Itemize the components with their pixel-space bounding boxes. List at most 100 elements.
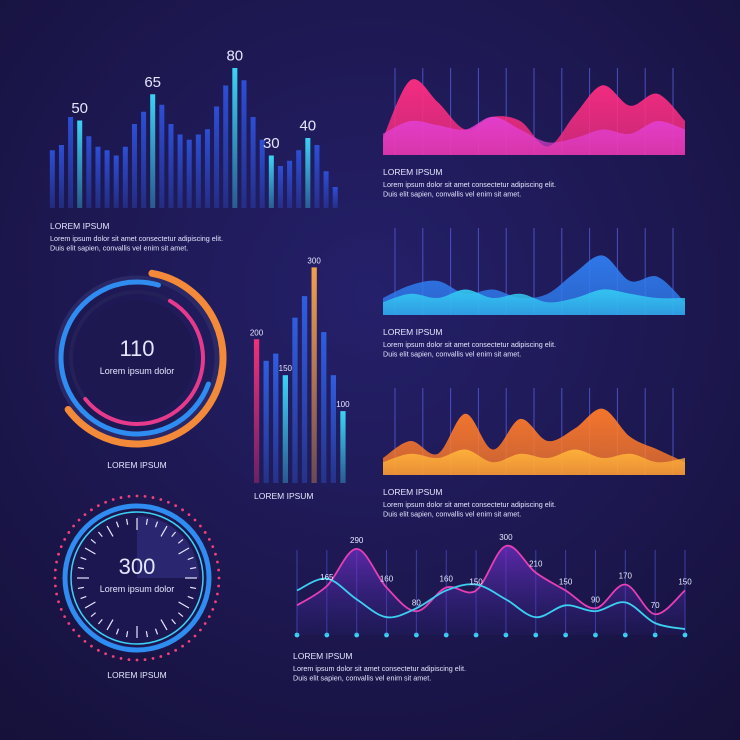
dot xyxy=(159,655,163,658)
center-text: Lorem ipsum dolor xyxy=(100,366,175,376)
dot xyxy=(127,658,131,662)
caption: LOREM IPSUM xyxy=(383,487,443,497)
dot xyxy=(83,513,87,517)
dot xyxy=(53,568,57,572)
data-label: 165 xyxy=(320,573,334,582)
data-label: 150 xyxy=(279,364,293,373)
dial-tick xyxy=(171,618,177,625)
bar xyxy=(292,317,298,483)
bar xyxy=(68,117,74,208)
bar xyxy=(282,375,288,483)
dial-tick xyxy=(125,518,129,525)
caption: LOREM IPSUM xyxy=(383,327,443,337)
description: Duis elit sapien, convallis vel enim sit… xyxy=(383,510,521,519)
dot xyxy=(104,500,108,504)
dot xyxy=(119,496,123,499)
bar xyxy=(195,134,201,208)
dial-tick xyxy=(90,538,97,544)
dot xyxy=(72,524,76,528)
dot xyxy=(53,584,57,588)
dot xyxy=(216,560,219,564)
data-label: 150 xyxy=(559,577,573,586)
dot xyxy=(67,622,71,625)
dot xyxy=(127,494,131,498)
bar xyxy=(332,187,338,208)
line xyxy=(296,577,686,630)
dial-tick xyxy=(190,586,197,590)
dial-tick xyxy=(115,628,120,635)
bar xyxy=(287,160,293,208)
dial-tick xyxy=(97,531,103,538)
dial-tick xyxy=(77,566,84,570)
bar xyxy=(253,339,260,483)
bar xyxy=(204,129,210,208)
dial-tick xyxy=(178,547,190,555)
bar xyxy=(323,171,329,208)
dot xyxy=(135,658,139,662)
dot xyxy=(59,607,63,611)
data-label: 300 xyxy=(307,256,321,265)
data-label: 100 xyxy=(336,400,350,409)
bar xyxy=(223,85,229,208)
bar xyxy=(340,411,346,483)
description: Lorem ipsum dolor sit amet consectetur a… xyxy=(383,340,556,349)
dot xyxy=(198,524,202,528)
dial-tick xyxy=(145,631,149,638)
bar xyxy=(131,124,137,208)
data-label: 65 xyxy=(144,74,161,91)
dot xyxy=(63,537,67,541)
description: Duis elit sapien, convallis vel enim sit… xyxy=(293,674,431,683)
dial-tick xyxy=(177,612,184,618)
data-label: 200 xyxy=(250,328,264,337)
bar xyxy=(49,150,55,208)
description: Lorem ipsum dolor sit amet consectetur a… xyxy=(383,500,556,509)
data-label: 150 xyxy=(469,577,483,586)
dot xyxy=(181,508,184,512)
dot xyxy=(90,644,93,648)
dot xyxy=(187,639,191,643)
dot xyxy=(198,628,202,632)
bar xyxy=(311,267,317,483)
dial-tick xyxy=(106,525,114,537)
sector xyxy=(137,516,199,578)
bar xyxy=(232,68,238,208)
track-ring xyxy=(54,275,220,441)
bar xyxy=(150,94,156,208)
center-value: 300 xyxy=(119,554,156,579)
data-label: 160 xyxy=(380,575,394,584)
data-label: 40 xyxy=(299,118,316,135)
bar xyxy=(296,150,302,208)
line xyxy=(296,545,686,616)
bar xyxy=(330,375,336,483)
dial-tick xyxy=(84,547,96,555)
dial-tick xyxy=(90,612,97,618)
dial-tick xyxy=(77,586,84,590)
description: Lorem ipsum dolor sit amet consectetur a… xyxy=(293,664,466,673)
bar xyxy=(95,146,101,208)
caption: LOREM IPSUM xyxy=(293,651,353,661)
dial-tick xyxy=(160,525,168,537)
dot xyxy=(159,498,163,501)
description: Lorem ipsum dolor sit amet consectetur a… xyxy=(50,234,223,243)
bar xyxy=(250,117,256,208)
dial-tick xyxy=(178,601,190,609)
dot xyxy=(217,584,221,588)
data-label: 80 xyxy=(412,598,421,607)
dot xyxy=(77,634,81,638)
bar xyxy=(177,134,183,208)
data-label: 170 xyxy=(619,572,633,581)
dial-tick xyxy=(80,595,87,600)
dial-tick xyxy=(115,521,120,528)
data-label: 90 xyxy=(591,595,600,604)
inner-ring xyxy=(70,511,204,645)
dot xyxy=(57,552,60,556)
data-label: 150 xyxy=(678,577,692,586)
dial-tick xyxy=(190,566,197,570)
dial-tick xyxy=(106,619,114,631)
dot xyxy=(57,600,60,604)
dot xyxy=(72,628,76,632)
data-label: 210 xyxy=(529,560,543,569)
bar xyxy=(305,138,311,208)
bar xyxy=(104,150,110,208)
data-label: 300 xyxy=(499,533,513,542)
